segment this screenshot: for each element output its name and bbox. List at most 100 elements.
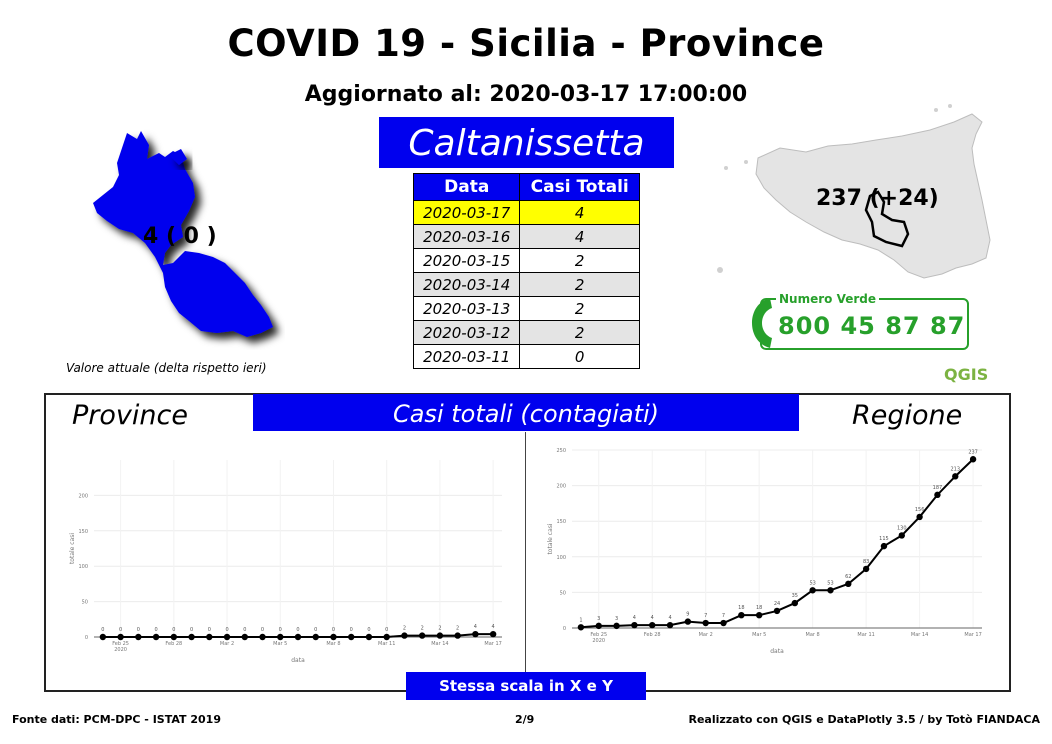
data-label: 0 — [101, 627, 104, 633]
region-map-label: 237 (+24) — [816, 186, 939, 211]
data-point — [206, 633, 213, 641]
data-point — [223, 633, 231, 641]
data-point — [827, 587, 834, 594]
data-label: 1 — [579, 617, 582, 623]
data-label: 4 — [492, 624, 495, 630]
footer-page: 2/9 — [515, 713, 535, 726]
x-tick-label: Mar 14 — [431, 641, 448, 647]
data-label: 9 — [686, 612, 689, 618]
data-label: 24 — [774, 601, 780, 607]
panel-divider — [525, 432, 526, 682]
data-point — [755, 611, 763, 619]
data-point — [738, 611, 745, 619]
x-tick-label: Feb 28 — [644, 632, 661, 638]
data-point — [934, 491, 941, 499]
data-point — [577, 624, 585, 631]
province-chart-title: Province — [72, 400, 188, 431]
province-map — [93, 131, 273, 337]
data-label: 2 — [403, 626, 406, 632]
table-row: 2020-03-13 2 — [412, 296, 640, 321]
hotline-box — [760, 298, 969, 350]
data-label: 0 — [279, 627, 282, 633]
x-tick-label: Mar 5 — [273, 641, 287, 647]
x-tick-label: Mar 11 — [857, 632, 874, 638]
data-label: 0 — [172, 627, 175, 633]
x-tick-label: Feb 25 — [112, 641, 129, 647]
col-header-date: Data — [412, 173, 521, 201]
data-point — [595, 622, 602, 630]
y-axis-title: totale casi — [547, 523, 554, 554]
date-cell: 2020-03-17 — [412, 200, 521, 225]
footer-source: Fonte dati: PCM-DPC - ISTAT 2019 — [12, 713, 221, 726]
data-label: 18 — [738, 605, 744, 611]
value-cell: 2 — [519, 272, 640, 297]
table-row: 2020-03-12 2 — [412, 320, 640, 345]
table-row: 2020-03-17 4 — [412, 200, 640, 225]
value-cell: 2 — [519, 296, 640, 321]
data-label: 156 — [915, 507, 925, 513]
x-tick-label: Feb 25 — [590, 632, 607, 638]
data-label: 2 — [438, 626, 441, 632]
page-title: COVID 19 - Sicilia - Province — [227, 22, 825, 65]
province-map-label: 4 ( 0 ) — [143, 224, 217, 249]
y-tick-label: 50 — [82, 600, 88, 606]
data-label: 3 — [615, 616, 618, 622]
x-tick-label: Mar 17 — [964, 632, 981, 638]
qgis-logo: QGIS — [944, 365, 989, 384]
data-point — [259, 633, 266, 641]
data-label: 0 — [119, 627, 122, 633]
hotline-number[interactable]: 800 45 87 87 — [778, 312, 966, 340]
data-point — [348, 633, 355, 641]
data-point — [666, 621, 674, 629]
table-row: 2020-03-14 2 — [412, 272, 640, 297]
y-tick-label: 200 — [556, 484, 566, 490]
x-tick-label: Mar 2 — [699, 632, 713, 638]
x-tick-label: 2020 — [114, 647, 127, 653]
data-point — [436, 632, 444, 639]
data-label: 0 — [350, 627, 353, 633]
data-point — [613, 622, 620, 630]
data-point — [631, 621, 638, 629]
x-tick-label: Mar 8 — [806, 632, 820, 638]
data-point — [702, 619, 709, 627]
data-point — [720, 619, 727, 627]
col-header-total: Casi Totali — [519, 173, 640, 201]
data-point — [489, 630, 497, 638]
data-label: 0 — [261, 627, 264, 633]
province-shape — [93, 131, 273, 337]
data-point — [454, 632, 461, 639]
data-label: 4 — [668, 615, 671, 621]
data-label: 130 — [897, 525, 907, 531]
data-point — [649, 621, 656, 629]
data-label: 0 — [243, 627, 246, 633]
value-cell: 2 — [519, 320, 640, 345]
x-tick-label: Mar 5 — [752, 632, 766, 638]
data-point — [791, 599, 799, 607]
data-point — [898, 532, 905, 539]
date-cell: 2020-03-11 — [412, 344, 521, 369]
data-label: 0 — [208, 627, 211, 633]
y-tick-label: 0 — [85, 635, 88, 641]
data-label: 2 — [421, 626, 424, 632]
value-cell: 2 — [519, 248, 640, 273]
data-label: 53 — [809, 580, 815, 586]
y-tick-label: 150 — [556, 519, 566, 525]
phone-icon — [752, 298, 772, 348]
x-tick-label: Mar 17 — [484, 641, 501, 647]
data-label: 2 — [456, 626, 459, 632]
data-label: 7 — [704, 613, 707, 619]
x-tick-label: Mar 14 — [911, 632, 928, 638]
data-label: 4 — [474, 624, 477, 630]
province-name-badge: Caltanissetta — [379, 117, 674, 168]
data-label: 4 — [651, 615, 654, 621]
data-label: 83 — [863, 559, 869, 565]
data-point — [188, 633, 195, 641]
scale-note-badge: Stessa scala in X e Y — [406, 672, 646, 700]
data-point — [862, 565, 870, 573]
value-cell: 4 — [519, 224, 640, 249]
x-tick-label: Mar 11 — [378, 641, 395, 647]
data-point — [684, 618, 692, 625]
data-label: 18 — [756, 605, 762, 611]
data-point — [152, 633, 160, 641]
